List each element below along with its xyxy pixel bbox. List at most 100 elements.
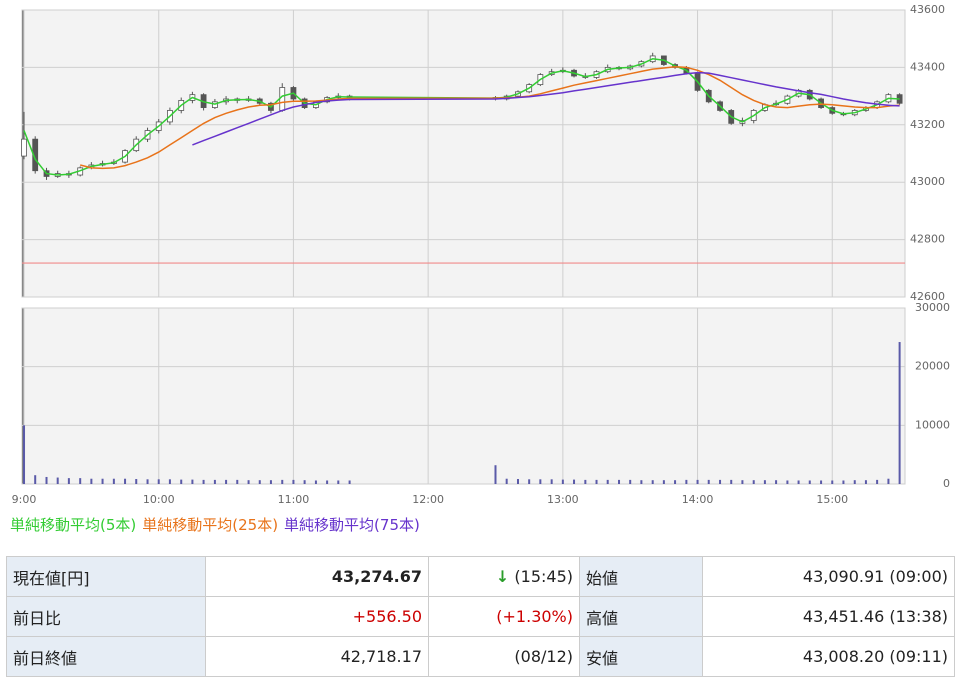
x-tick-label: 11:00 xyxy=(278,493,310,506)
table-row: 現在値[円] 43,274.67 ↓ (15:45) 始値 43,090.91 … xyxy=(6,556,955,597)
volume-bar xyxy=(494,465,497,484)
volume-bar xyxy=(225,479,228,484)
volume-bar xyxy=(269,480,272,484)
volume-bar xyxy=(752,480,755,484)
chart: 42600 42800 43000 43200 43400 43600 0 10000 2000… xyxy=(12,3,950,506)
label: 安値 xyxy=(579,636,703,677)
table-row: 前日終値 42,718.17 (08/12) 安値 43,008.20 (09:… xyxy=(6,636,955,677)
volume-bar xyxy=(898,342,901,484)
y-tick-label: 42600 xyxy=(910,290,945,303)
volume-bar xyxy=(124,478,127,484)
sub: (08/12) xyxy=(428,636,580,677)
volume-bar xyxy=(135,479,138,484)
volume-bar xyxy=(864,480,867,484)
value: +556.50 xyxy=(205,596,429,637)
price-panel xyxy=(21,9,906,298)
volume-bar xyxy=(629,479,632,484)
volume-bar xyxy=(168,479,171,484)
volume-bar xyxy=(236,479,239,484)
legend-entry: 単純移動平均(5本) xyxy=(10,516,137,534)
volume-bar xyxy=(292,479,295,484)
volume-bar xyxy=(247,480,250,484)
x-tick-label: 13:00 xyxy=(547,493,579,506)
volume-bar xyxy=(685,479,688,484)
legend-entry: 単純移動平均(75本) xyxy=(284,516,420,534)
label: 現在値[円] xyxy=(6,556,206,597)
volume-bar xyxy=(79,478,82,484)
value: 43,451.46 (13:38) xyxy=(702,596,955,637)
x-tick-label: 15:00 xyxy=(816,493,848,506)
volume-bar xyxy=(674,480,677,484)
volume-bar xyxy=(90,478,93,484)
y-tick-label: 20000 xyxy=(915,360,950,373)
quote-table: 現在値[円] 43,274.67 ↓ (15:45) 始値 43,090.91 … xyxy=(6,556,955,677)
volume-bar xyxy=(606,479,609,484)
volume-panel xyxy=(21,307,906,485)
volume-bar xyxy=(595,479,598,484)
sub-cell: ↓ (15:45) xyxy=(428,556,580,597)
value: 42,718.17 xyxy=(205,636,429,677)
volume-bar xyxy=(146,479,149,484)
x-tick-label: 9:00 xyxy=(12,493,37,506)
volume-bar xyxy=(820,480,823,484)
volume-bar xyxy=(842,480,845,484)
volume-bar xyxy=(831,480,834,484)
volume-bar xyxy=(696,479,699,484)
volume-bar xyxy=(741,480,744,484)
volume-bar xyxy=(348,480,351,484)
volume-bar xyxy=(281,479,284,484)
volume-bar xyxy=(112,478,115,484)
volume-bar xyxy=(191,479,194,484)
volume-bar xyxy=(303,480,306,484)
candle-body xyxy=(279,87,286,111)
y-tick-label: 10000 xyxy=(915,418,950,431)
volume-bar xyxy=(853,480,856,484)
volume-bar xyxy=(56,477,59,484)
ma-line xyxy=(80,66,900,170)
volume-bar xyxy=(707,479,710,484)
volume-bar xyxy=(23,425,26,484)
x-tick-label: 14:00 xyxy=(682,493,714,506)
volume-bar xyxy=(45,476,48,484)
arrow: ↓ xyxy=(495,567,510,586)
candle-body xyxy=(21,138,27,157)
volume-bar xyxy=(67,478,70,484)
volume-bar xyxy=(337,480,340,484)
volume-bar xyxy=(730,479,733,484)
y-tick-label: 0 xyxy=(943,477,950,490)
sub: (+1.30%) xyxy=(428,596,580,637)
value: 43,274.67 xyxy=(205,556,429,597)
value: 43,090.91 (09:00) xyxy=(702,556,955,597)
x-tick-label: 10:00 xyxy=(143,493,175,506)
volume-bar xyxy=(550,479,553,484)
y-tick-label: 42800 xyxy=(910,233,945,246)
volume-bar xyxy=(34,475,37,484)
label: 高値 xyxy=(579,596,703,637)
y-tick-label: 43400 xyxy=(910,60,945,73)
label: 前日比 xyxy=(6,596,206,637)
label: 始値 xyxy=(579,556,703,597)
candle-body xyxy=(32,138,39,172)
volume-bar xyxy=(561,479,564,484)
volume-bar xyxy=(573,479,576,484)
y-tick-label: 43000 xyxy=(910,175,945,188)
volume-bar xyxy=(101,478,104,484)
volume-bar xyxy=(797,480,800,484)
volume-bar xyxy=(528,479,531,484)
volume-bar xyxy=(719,479,722,484)
y-tick-label: 30000 xyxy=(915,301,950,314)
volume-bar xyxy=(539,479,542,484)
volume-bar xyxy=(876,479,879,484)
volume-bar xyxy=(202,479,205,484)
volume-bar xyxy=(763,480,766,484)
sub: (15:45) xyxy=(514,567,573,586)
volume-bar xyxy=(808,480,811,484)
volume-bar xyxy=(314,480,317,484)
volume-bar xyxy=(258,480,261,484)
volume-bar xyxy=(213,479,216,484)
volume-bar xyxy=(662,480,665,484)
label: 前日終値 xyxy=(6,636,206,677)
y-tick-label: 43600 xyxy=(910,3,945,16)
volume-bar xyxy=(584,479,587,484)
